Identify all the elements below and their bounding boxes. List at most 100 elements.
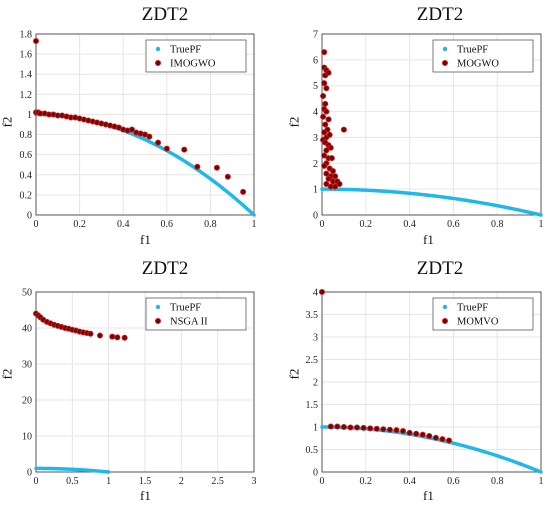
data-point (332, 183, 339, 190)
axes-frame (35, 291, 255, 473)
data-point (323, 108, 330, 115)
axes-frame (35, 33, 255, 216)
x-tick-label: 0.6 (447, 219, 460, 230)
data-point (155, 139, 162, 146)
legend-label-algorithm: MOMVO (457, 317, 499, 328)
x-tick-label: 0.4 (403, 219, 416, 230)
legend-marker-truepf (442, 46, 448, 52)
data-point (340, 126, 347, 133)
x-tick-label: 0.8 (491, 219, 504, 230)
y-tick-label: 1 (313, 185, 318, 196)
x-axis-label: f1 (423, 232, 434, 247)
y-tick-label: 2 (313, 159, 318, 170)
x-tick-label: 0.4 (403, 476, 416, 487)
data-point (400, 428, 407, 435)
data-point (114, 334, 121, 341)
x-axis-label: f1 (140, 232, 151, 247)
data-point (323, 170, 330, 177)
data-point (327, 144, 334, 151)
data-point (325, 69, 332, 76)
data-point (146, 133, 153, 140)
y-axis-label: f2 (0, 368, 15, 380)
data-point (194, 163, 201, 170)
x-axis-label: f1 (140, 488, 151, 503)
plot-area: 0 0.2 0.4 0.6 0.8 1 0 0.2 0.4 0.6 0.8 1 1.2 1.4 1.6 1.8… (20, 30, 257, 231)
legend-box (145, 297, 247, 331)
data-point (240, 188, 247, 195)
y-tick-label: 2 (313, 378, 318, 389)
data-point (163, 145, 170, 152)
data-point (321, 80, 328, 87)
x-tick-label: 0 (34, 219, 39, 230)
x-tick-label: 3 (252, 476, 257, 487)
y-tick-label: 3 (313, 333, 318, 344)
legend-marker-algorithm (441, 60, 448, 67)
legend-label-truepf: TruePF (170, 45, 201, 56)
y-tick-label: 10 (22, 432, 32, 443)
x-tick-label: 0.5 (66, 476, 79, 487)
x-tick-label: 0.8 (204, 219, 217, 230)
y-tick-label: 7 (313, 30, 318, 41)
x-tick-label: 0.4 (117, 219, 130, 230)
data-point (96, 332, 103, 339)
data-point (386, 426, 393, 433)
x-tick-label: 1 (539, 476, 544, 487)
true-pf-curve (320, 187, 543, 217)
true-pf-curve (34, 466, 111, 474)
legend-label-algorithm: IMOGWO (170, 59, 216, 70)
data-point (325, 116, 332, 123)
legend-marker-truepf (442, 304, 448, 310)
y-tick-label: 0 (313, 211, 318, 222)
y-tick-label: 0 (27, 468, 32, 479)
y-axis-label: f2 (0, 116, 15, 128)
plot-area: 0 0.2 0.4 0.6 0.8 1 0 1 2 3 4 5 6 7 TruePF MOGWO (313, 30, 544, 231)
y-tick-label: 0.2 (20, 190, 33, 201)
y-axis-label: f2 (286, 368, 302, 380)
y-tick-label: 0 (27, 211, 32, 222)
data-point (328, 155, 335, 162)
data-point (109, 333, 116, 340)
x-tick-label: 1 (539, 219, 544, 230)
data-point (329, 168, 336, 175)
x-tick-label: 2 (179, 476, 184, 487)
data-point (321, 162, 328, 169)
y-tick-label: 1.4 (20, 70, 33, 81)
data-point (322, 121, 329, 128)
y-tick-label: 0.6 (20, 150, 33, 161)
data-point (323, 85, 330, 92)
y-tick-label: 4 (313, 288, 318, 299)
data-point (326, 131, 333, 138)
legend-label-truepf: TruePF (457, 45, 488, 56)
x-tick-label: 0.2 (360, 476, 373, 487)
y-tick-label: 3.5 (306, 310, 319, 321)
data-point (87, 330, 94, 337)
x-tick-label: 0 (320, 219, 325, 230)
legend-marker-algorithm (154, 318, 161, 325)
x-tick-label: 0.2 (360, 219, 373, 230)
legend-label-truepf: TruePF (170, 303, 201, 314)
data-point (319, 289, 326, 296)
y-tick-label: 40 (22, 324, 32, 335)
data-point (181, 146, 188, 153)
data-point (321, 49, 328, 56)
y-tick-label: 1.2 (20, 90, 33, 101)
y-tick-label: 5 (313, 81, 318, 92)
data-point (213, 164, 220, 171)
legend-label-algorithm: MOGWO (457, 59, 499, 70)
y-tick-label: 50 (22, 288, 32, 299)
x-tick-label: 1.5 (139, 476, 152, 487)
y-tick-label: 1.5 (306, 400, 319, 411)
data-point (419, 431, 426, 438)
x-tick-label: 0.6 (447, 476, 460, 487)
data-point (121, 334, 128, 341)
data-point (360, 424, 367, 431)
data-point (426, 432, 433, 439)
axes-frame (321, 291, 542, 473)
chart-title: ZDT2 (141, 258, 189, 279)
y-tick-label: 3 (313, 133, 318, 144)
data-point (367, 425, 374, 432)
data-point (322, 100, 329, 107)
y-tick-label: 0.4 (20, 170, 33, 181)
x-tick-label: 0.8 (491, 476, 504, 487)
y-tick-label: 1 (313, 423, 318, 434)
